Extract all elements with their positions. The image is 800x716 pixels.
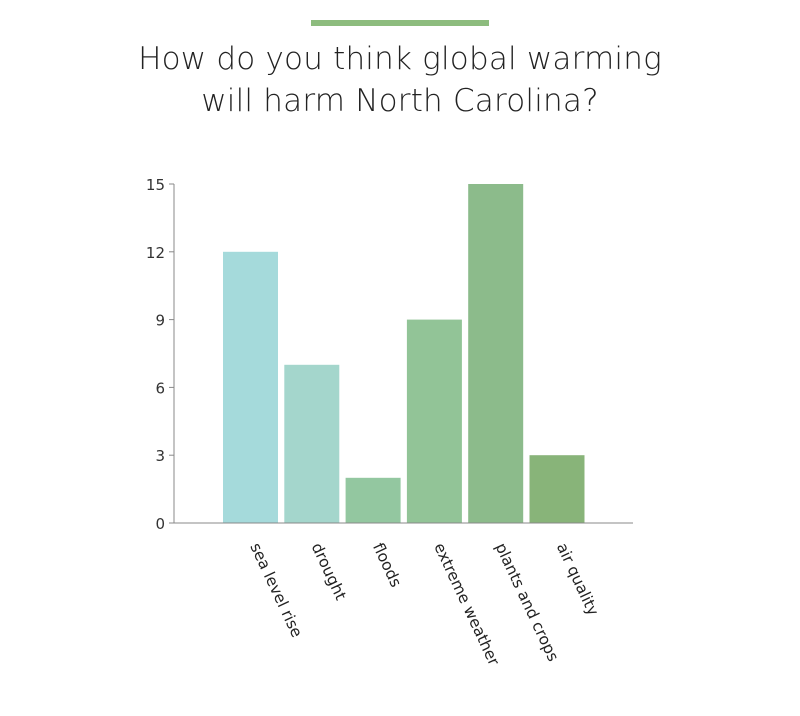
y-tick-label: 9 [155, 312, 165, 330]
bar-air-quality [529, 455, 585, 523]
chart-title: How do you think global warming will har… [100, 38, 700, 122]
bar-drought [284, 364, 340, 523]
bar-plants-and-crops [468, 184, 524, 523]
category-label-plants-and-crops: plants and crops [492, 540, 563, 664]
y-axis: 0 3 6 9 12 15 [146, 176, 175, 533]
y-tick-label: 0 [155, 515, 165, 533]
bar-extreme-weather [406, 319, 462, 523]
title-accent-rule [311, 20, 489, 26]
y-tick-label: 15 [146, 176, 165, 194]
category-label-air-quality: air quality [553, 540, 602, 618]
bar-group [223, 184, 585, 524]
category-label-drought: drought [308, 540, 350, 603]
bar-sea-level-rise [223, 251, 278, 524]
category-label-floods: floods [369, 540, 405, 590]
category-label-sea-level-rise: sea level rise [246, 540, 305, 640]
y-tick-label: 12 [146, 244, 165, 262]
category-label-extreme-weather: extreme weather [430, 540, 503, 669]
chart-title-line-2: will harm North Carolina? [201, 83, 599, 119]
y-tick-label: 3 [155, 447, 165, 465]
category-labels: sea level rise drought floods extreme weath… [246, 540, 602, 669]
bar-floods [345, 477, 401, 523]
y-tick-label: 6 [155, 379, 165, 397]
chart-title-line-1: How do you think global warming [138, 41, 662, 77]
